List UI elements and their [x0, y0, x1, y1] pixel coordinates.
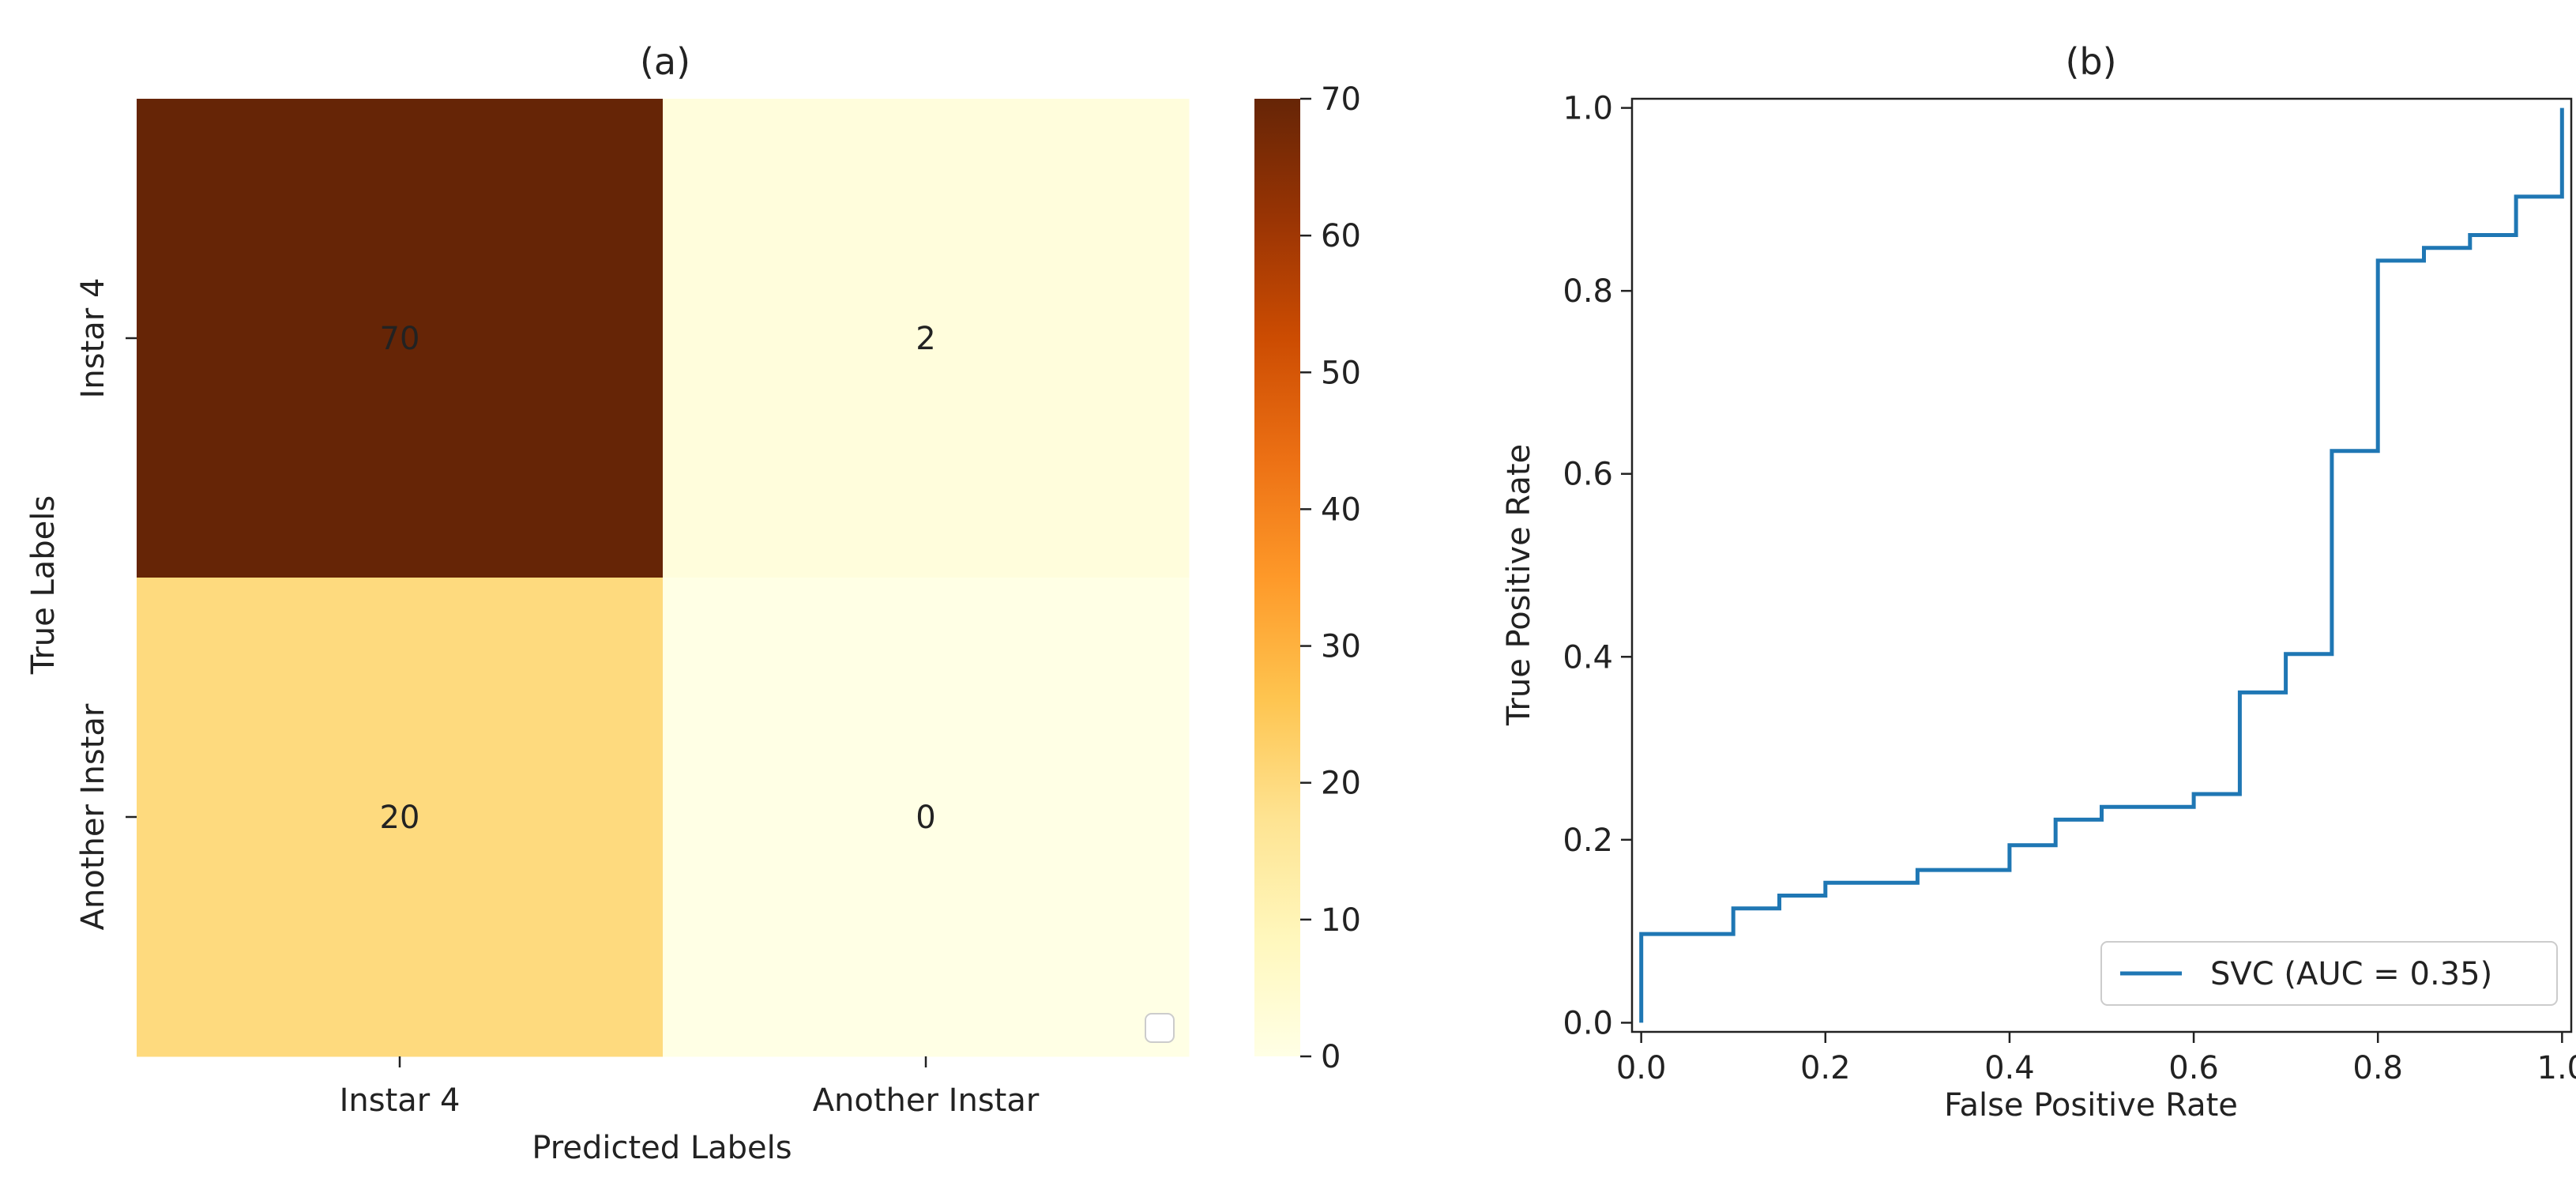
heatmap-x-tick-label: Another Instar: [813, 1082, 1040, 1119]
heatmap-panel: (a) 70 2 20 0 Instar 4 Another Instar Instar…: [25, 40, 1190, 1166]
roc-y-tick-label: 0.2: [1563, 823, 1613, 859]
heatmap-cell: [663, 99, 1190, 578]
heatmap-y-ticks: Instar 4 Another Instar: [75, 278, 137, 930]
roc-x-ticks: 0.0 0.2 0.4 0.6 0.8 1.0: [1616, 1032, 2576, 1086]
heatmap-cell: [663, 578, 1190, 1057]
roc-ylabel: True Positive Rate: [1501, 444, 1537, 726]
roc-title: (b): [2065, 40, 2116, 83]
colorbar-tick-label: 10: [1321, 902, 1361, 939]
roc-legend: SVC (AUC = 0.35): [2100, 941, 2558, 1006]
heatmap-x-ticks: Instar 4 Another Instar: [340, 1056, 1040, 1119]
heatmap-x-tick-label: Instar 4: [340, 1082, 461, 1119]
colorbar-ticks: 0 10 20 30 40 50 60 70: [1300, 81, 1361, 1075]
roc-panel: (b) 0.0 0.2 0.4 0.6 0.8 1.0 0.0 0.2 0.4 0.6 0.8 1.…: [1501, 40, 2576, 1124]
heatmap-title: (a): [640, 40, 690, 83]
heatmap-cell-label: 70: [380, 321, 420, 357]
heatmap-y-tick-label: Instar 4: [75, 278, 111, 399]
colorbar-tick-label: 0: [1321, 1039, 1341, 1075]
colorbar-tick-label: 20: [1321, 766, 1361, 802]
heatmap-ylabel: True Labels: [25, 495, 62, 675]
heatmap-xlabel: Predicted Labels: [532, 1130, 792, 1166]
roc-y-ticks: 0.0 0.2 0.4 0.6 0.8 1.0: [1563, 91, 1632, 1041]
roc-y-tick-label: 0.4: [1563, 639, 1613, 676]
roc-plot-frame: [1630, 97, 2573, 1033]
heatmap-legend-box: [1145, 1013, 1175, 1043]
heatmap-cell: [137, 99, 664, 578]
colorbar-tick-label: 40: [1321, 491, 1361, 528]
heatmap-cell-label: 20: [380, 800, 420, 836]
roc-legend-frame: [2100, 941, 2558, 1006]
roc-x-tick-label: 0.6: [2168, 1050, 2219, 1086]
heatmap-cells: [137, 99, 1190, 1057]
colorbar: 0 10 20 30 40 50 60 70: [1254, 81, 1361, 1075]
roc-legend-label: SVC (AUC = 0.35): [2210, 956, 2492, 992]
heatmap-cell-label: 0: [916, 800, 935, 836]
colorbar-tick-label: 50: [1321, 355, 1361, 391]
heatmap-y-tick-label: Another Instar: [75, 703, 111, 930]
roc-x-tick-label: 0.8: [2352, 1050, 2403, 1086]
heatmap-cell-label: 2: [916, 321, 935, 357]
roc-x-tick-label: 0.0: [1616, 1050, 1667, 1086]
roc-x-tick-label: 1.0: [2537, 1050, 2576, 1086]
roc-y-tick-label: 0.6: [1563, 457, 1613, 493]
roc-y-tick-label: 0.8: [1563, 273, 1613, 310]
roc-xlabel: False Positive Rate: [1944, 1087, 2238, 1124]
roc-x-tick-label: 0.2: [1800, 1050, 1851, 1086]
colorbar-tick-label: 60: [1321, 218, 1361, 254]
colorbar-tick-label: 30: [1321, 629, 1361, 665]
roc-y-tick-label: 0.0: [1563, 1005, 1613, 1041]
heatmap-cell-labels: 70 2 20 0: [380, 321, 936, 836]
roc-x-tick-label: 0.4: [1984, 1050, 2035, 1086]
colorbar-gradient: [1254, 99, 1300, 1056]
roc-curve-line: [1639, 107, 2564, 1023]
roc-y-tick-label: 1.0: [1563, 91, 1613, 127]
colorbar-tick-label: 70: [1321, 81, 1361, 118]
heatmap-cell: [137, 578, 664, 1057]
